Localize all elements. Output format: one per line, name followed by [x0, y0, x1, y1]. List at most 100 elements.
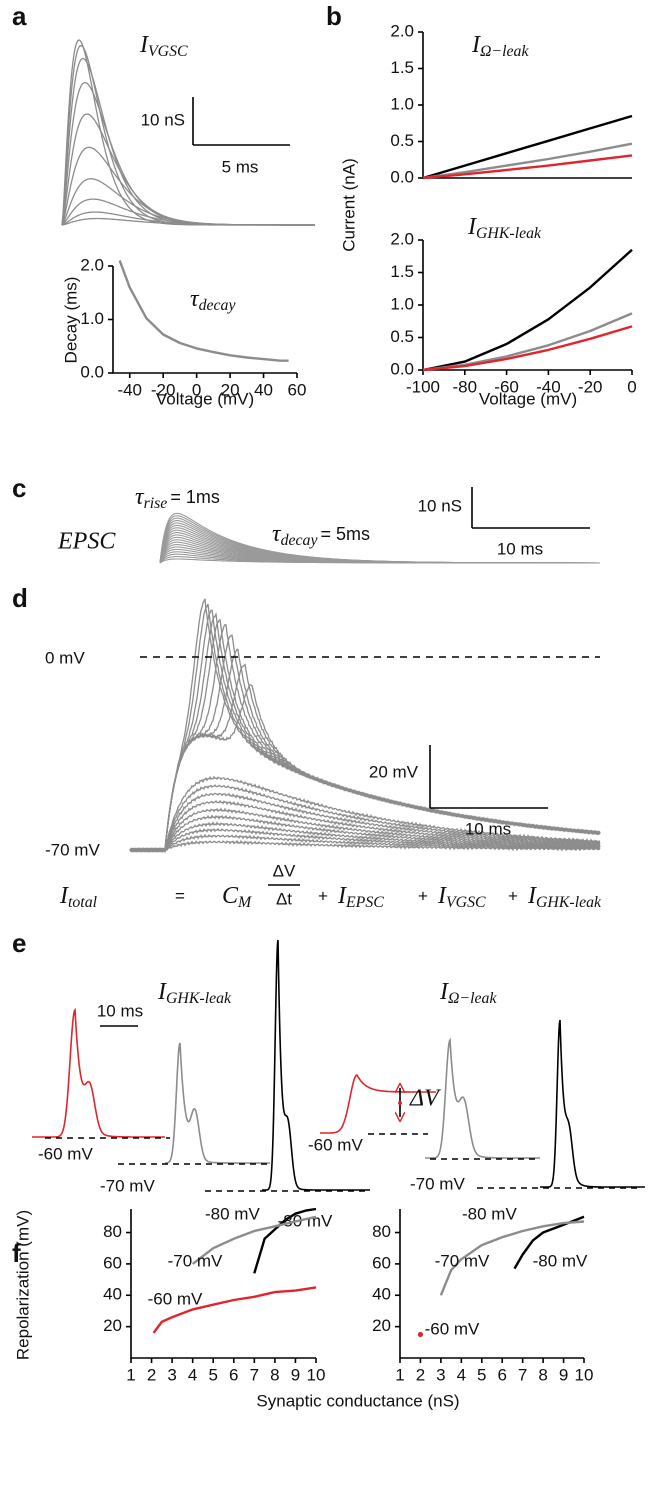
y-tick-label: 60	[103, 1253, 122, 1272]
x-tick-label: 8	[538, 1365, 547, 1384]
chart-title: IGHK-leak	[467, 214, 542, 242]
equation-sign: =	[175, 886, 185, 905]
scale-label: 10 nS	[141, 110, 185, 129]
subscript: EPSC	[345, 894, 384, 911]
data-line	[439, 1220, 585, 1296]
subscript: VGSC	[446, 894, 486, 911]
equation-sign: +	[318, 886, 328, 905]
data-line	[152, 1286, 317, 1334]
axes	[130, 1209, 316, 1359]
scale-label: 10 ms	[497, 539, 543, 558]
symbol: τ	[272, 521, 282, 547]
spike-trace	[165, 1042, 270, 1164]
x-tick-label: 0	[192, 380, 201, 399]
delta-label: ΔV	[409, 1086, 441, 1112]
symbol: I	[59, 883, 69, 909]
x-tick-label: 3	[436, 1365, 445, 1384]
symbol: I	[157, 979, 167, 1005]
y-axis-label: Decay (ms)	[61, 277, 80, 364]
equation-term: CM	[222, 883, 252, 911]
symbol: I	[471, 32, 481, 58]
data-line	[118, 260, 289, 362]
data-line	[422, 325, 633, 372]
subscript: decay	[281, 532, 319, 549]
scale-label: 20 mV	[369, 762, 419, 781]
scale-label: 10 nS	[418, 496, 462, 515]
spike-trace	[540, 1019, 645, 1188]
x-tick-label: -60	[494, 377, 519, 396]
level-label: -70 mV	[100, 1176, 155, 1195]
x-tick-label: -20	[578, 377, 603, 396]
x-tick-label: 6	[229, 1365, 238, 1384]
equation-sign: +	[418, 886, 428, 905]
subscript: decay	[199, 297, 237, 314]
subscript: M	[237, 894, 252, 911]
trace-title: IGHK-leak	[157, 979, 232, 1007]
symbol: I	[467, 214, 477, 240]
voltage-trace	[129, 821, 601, 853]
subscript: rise	[144, 495, 168, 512]
x-tick-label: 7	[518, 1365, 527, 1384]
x-tick-label: 9	[559, 1365, 568, 1384]
subscript: Ω−leak	[480, 43, 529, 60]
level-label: 0 mV	[45, 648, 85, 667]
x-tick-label: 4	[457, 1365, 466, 1384]
y-tick-label: 20	[372, 1316, 391, 1335]
symbol: τ	[135, 484, 145, 510]
y-tick-label: 0.5	[390, 327, 414, 346]
level-label: -80 mV	[462, 1204, 517, 1223]
x-tick-label: 10	[575, 1365, 594, 1384]
trace-label: EPSC	[57, 529, 116, 555]
y-tick-label: 1.0	[390, 294, 414, 313]
subscript: GHK-leak	[536, 894, 602, 911]
x-tick-label: 20	[221, 380, 240, 399]
equation-denominator: Δt	[276, 889, 292, 908]
series-label: -70 mV	[435, 1251, 490, 1270]
data-line	[422, 248, 633, 372]
text: = 5ms	[321, 524, 371, 544]
x-tick-label: 1	[395, 1365, 404, 1384]
series-label: -80 mV	[278, 1211, 333, 1230]
subscript: GHK-leak	[166, 990, 232, 1007]
y-tick-label: 0.0	[80, 362, 104, 381]
y-tick-label: 60	[372, 1253, 391, 1272]
chart-title: IΩ−leak	[471, 32, 529, 60]
epsc-trace	[159, 512, 600, 564]
chart-title: τdecay	[190, 286, 236, 314]
spike-trace	[32, 1007, 165, 1138]
y-tick-label: 80	[103, 1222, 122, 1241]
x-tick-label: 2	[147, 1365, 156, 1384]
subscript: total	[68, 894, 98, 911]
x-tick-label: 0	[627, 377, 636, 396]
voltage-trace	[129, 784, 601, 853]
scale-label: 5 ms	[222, 157, 259, 176]
x-tick-label: -40	[536, 377, 561, 396]
conductance-trace	[61, 217, 315, 226]
level-label: -70 mV	[410, 1174, 465, 1193]
x-tick-label: -20	[151, 380, 176, 399]
data-line	[422, 312, 633, 372]
y-tick-label: 0.5	[390, 131, 414, 150]
equation-term: IGHK-leak	[527, 883, 602, 911]
symbol: I	[527, 883, 537, 909]
conductance-trace	[61, 113, 315, 226]
symbol: I	[337, 883, 347, 909]
symbol: I	[439, 979, 449, 1005]
text: = 1ms	[170, 487, 220, 507]
y-tick-label: 40	[103, 1285, 122, 1304]
x-tick-label: 6	[497, 1365, 506, 1384]
y-tick-label: 2.0	[390, 21, 414, 40]
scale-label: 10 ms	[465, 819, 511, 838]
y-axis-label: Repolarization (mV)	[13, 1210, 32, 1360]
x-tick-label: 8	[270, 1365, 279, 1384]
x-tick-label: 5	[477, 1365, 486, 1384]
y-tick-label: 2.0	[390, 229, 414, 248]
trace-title: IVGSC	[139, 32, 188, 60]
voltage-trace	[129, 623, 601, 853]
voltage-trace	[129, 603, 601, 853]
x-tick-label: 3	[167, 1365, 176, 1384]
y-tick-label: 2.0	[80, 255, 104, 274]
data-line	[191, 1215, 317, 1265]
data-point	[417, 1331, 424, 1338]
